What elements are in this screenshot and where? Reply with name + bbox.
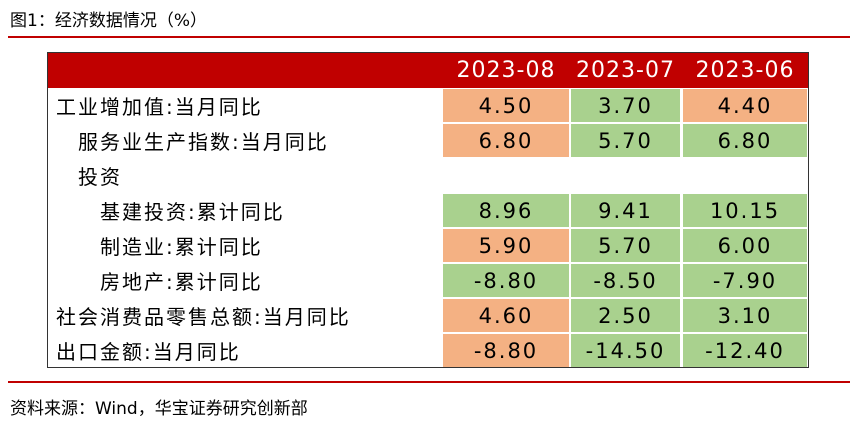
data-cell: 6.00 [683, 229, 807, 262]
data-cell: 4.60 [443, 299, 569, 332]
row-label: 投资 [78, 165, 122, 189]
data-cell: -14.50 [571, 334, 680, 367]
data-cell: 3.10 [683, 299, 807, 332]
data-cell: 2.50 [571, 299, 680, 332]
table [47, 52, 809, 368]
header-row [48, 53, 808, 88]
data-cell: 6.80 [683, 124, 807, 157]
source: 资料来源：Wind，华宝证券研究创新部 [10, 399, 308, 419]
data-cell: 8.96 [443, 194, 569, 227]
rule [8, 381, 850, 383]
data-cell: 4.50 [443, 89, 569, 122]
row-label: 出口金额:当月同比 [56, 340, 241, 364]
row-label: 制造业:累计同比 [100, 235, 263, 259]
data-cell: 5.70 [571, 124, 680, 157]
title: 图1：经济数据情况（%） [10, 11, 207, 31]
data-cell: -8.80 [443, 264, 569, 297]
header-cell: 2023-06 [695, 58, 795, 83]
data-cell: 6.80 [443, 124, 569, 157]
data-cell: 5.70 [571, 229, 680, 262]
data-cell: 3.70 [571, 89, 680, 122]
data-cell: 4.40 [683, 89, 807, 122]
row-label: 基建投资:累计同比 [100, 200, 285, 224]
rule [8, 36, 850, 38]
data-cell: -7.90 [683, 264, 807, 297]
header-cell: 2023-07 [576, 58, 675, 83]
data-cell: 9.41 [571, 194, 680, 227]
header-cell: 2023-08 [456, 58, 556, 83]
data-cell: -8.80 [443, 334, 569, 367]
row-label: 服务业生产指数:当月同比 [78, 130, 329, 154]
row-label: 社会消费品零售总额:当月同比 [56, 305, 351, 329]
row-label: 工业增加值:当月同比 [56, 95, 263, 119]
data-cell: 5.90 [443, 229, 569, 262]
data-cell: 10.15 [683, 194, 807, 227]
row-label: 房地产:累计同比 [100, 270, 263, 294]
data-cell: -8.50 [571, 264, 680, 297]
data-cell: -12.40 [683, 334, 807, 367]
